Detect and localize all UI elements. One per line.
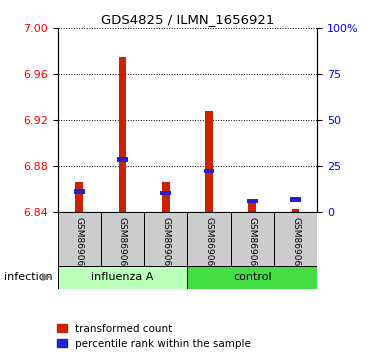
Bar [187, 266, 317, 289]
Bar [204, 169, 214, 173]
Text: GSM869064: GSM869064 [204, 217, 213, 272]
Bar [187, 212, 231, 267]
Text: influenza A: influenza A [91, 272, 154, 282]
Text: ▶: ▶ [42, 272, 50, 282]
Text: GSM869065: GSM869065 [75, 217, 83, 272]
Text: GSM869069: GSM869069 [161, 217, 170, 272]
Bar [162, 183, 170, 212]
Bar [117, 157, 128, 162]
Bar [58, 212, 101, 267]
Bar [205, 111, 213, 212]
Bar [247, 199, 258, 203]
Text: GSM869067: GSM869067 [118, 217, 127, 272]
Legend: transformed count, percentile rank within the sample: transformed count, percentile rank withi… [57, 324, 251, 349]
Bar [74, 189, 85, 194]
Text: GSM869068: GSM869068 [291, 217, 300, 272]
Bar [292, 209, 299, 212]
Bar [290, 198, 301, 202]
Bar [231, 212, 274, 267]
Text: infection: infection [4, 272, 52, 282]
Bar [101, 212, 144, 267]
Bar [160, 190, 171, 195]
Bar [249, 200, 256, 212]
Bar [58, 266, 187, 289]
Title: GDS4825 / ILMN_1656921: GDS4825 / ILMN_1656921 [101, 13, 274, 26]
Bar [274, 212, 317, 267]
Text: GSM869066: GSM869066 [248, 217, 257, 272]
Bar [144, 212, 187, 267]
Bar [119, 57, 126, 212]
Text: control: control [233, 272, 272, 282]
Bar [75, 183, 83, 212]
